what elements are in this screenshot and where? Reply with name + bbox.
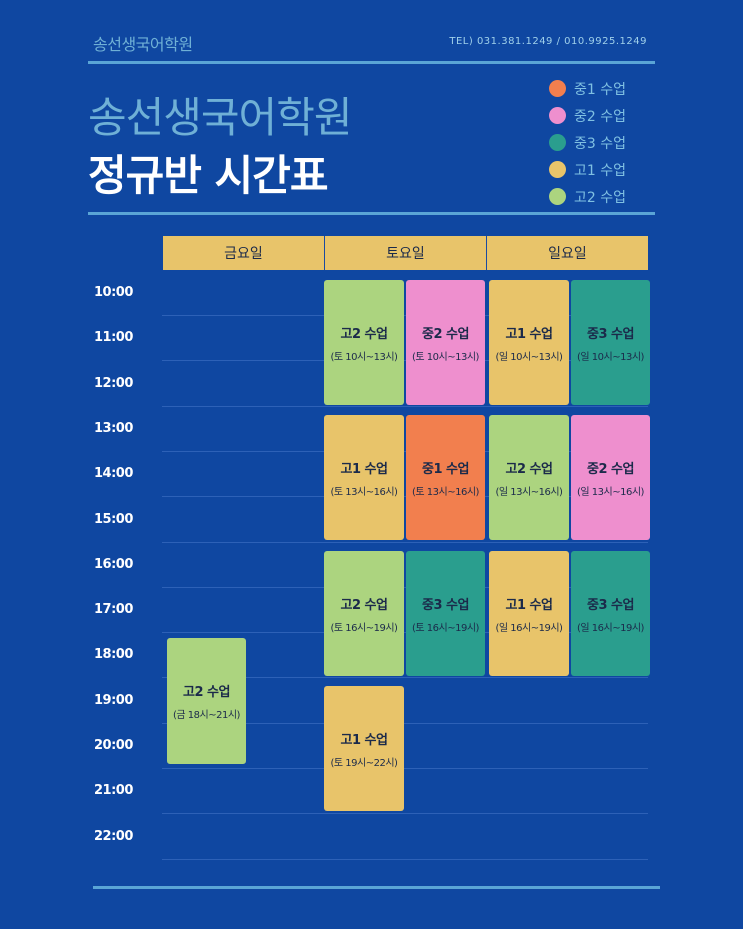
legend-dot	[549, 80, 566, 97]
class-title: 고2 수업	[340, 597, 388, 613]
class-block: 고2 수업 (토 16시~19시)	[324, 551, 404, 676]
class-time: (토 13시~16시)	[330, 486, 398, 498]
class-time: (토 19시~22시)	[330, 757, 398, 769]
time-label: 10:00	[94, 285, 133, 300]
legend-label: 중3 수업	[574, 135, 626, 152]
class-time: (금 18시~21시)	[173, 710, 240, 721]
class-time: (토 16시~19시)	[330, 622, 398, 634]
grid-line	[162, 723, 648, 724]
class-time: (일 13시~16시)	[495, 486, 563, 498]
class-block: 고1 수업 (일 10시~13시)	[489, 280, 569, 405]
class-title: 고1 수업	[505, 597, 553, 613]
class-title: 고1 수업	[340, 732, 388, 748]
class-title: 중3 수업	[422, 597, 469, 613]
class-block: 고2 수업 (토 10시~13시)	[324, 280, 404, 405]
class-block: 고1 수업 (토 19시~22시)	[324, 686, 404, 811]
legend-dot	[549, 188, 566, 205]
class-time: (토 10시~13시)	[412, 351, 479, 363]
class-time: (일 10시~13시)	[577, 351, 644, 363]
grid-line	[162, 859, 648, 860]
phone-numbers: TEL) 031.381.1249 / 010.9925.1249	[449, 36, 647, 47]
class-block: 고1 수업 (토 13시~16시)	[324, 415, 404, 540]
class-title: 중2 수업	[422, 326, 469, 342]
legend-item-m1: 중1 수업	[549, 75, 626, 102]
class-title: 중3 수업	[587, 326, 634, 342]
class-block: 고2 수업 (일 13시~16시)	[489, 415, 569, 540]
grid-line	[162, 315, 648, 316]
class-title: 고1 수업	[340, 461, 388, 477]
class-block: 고1 수업 (일 16시~19시)	[489, 551, 569, 676]
class-block: 중3 수업 (일 10시~13시)	[571, 280, 650, 405]
time-label: 19:00	[94, 693, 133, 708]
grid-line	[162, 632, 648, 633]
header-divider	[88, 212, 655, 215]
class-block: 중3 수업 (일 16시~19시)	[571, 551, 650, 676]
legend-dot	[549, 107, 566, 124]
time-label: 13:00	[94, 421, 133, 436]
grid-line	[162, 360, 648, 361]
grid-line	[162, 496, 648, 497]
legend-item-m3: 중3 수업	[549, 129, 626, 156]
grid-line	[162, 677, 648, 678]
legend-label: 고2 수업	[574, 189, 626, 206]
legend-label: 고1 수업	[574, 162, 626, 179]
legend-item-h1: 고1 수업	[549, 156, 626, 183]
time-label: 17:00	[94, 602, 133, 617]
time-label: 18:00	[94, 647, 133, 662]
class-time: (일 16시~19시)	[495, 622, 563, 634]
page-title: 송선생국어학원	[88, 93, 352, 142]
top-divider	[88, 61, 655, 64]
time-label: 22:00	[94, 829, 133, 844]
time-label: 16:00	[94, 557, 133, 572]
legend-dot	[549, 134, 566, 151]
legend: 중1 수업 중2 수업 중3 수업 고1 수업 고2 수업	[549, 75, 626, 210]
brand-small: 송선생국어학원	[93, 35, 193, 54]
class-block: 중3 수업 (토 16시~19시)	[406, 551, 485, 676]
class-time: (토 16시~19시)	[412, 622, 479, 634]
class-time: (토 10시~13시)	[330, 351, 398, 363]
day-header-fri: 금요일	[163, 236, 325, 270]
class-time: (일 13시~16시)	[577, 486, 644, 498]
class-time: (일 16시~19시)	[577, 622, 644, 634]
grid-line	[162, 587, 648, 588]
grid-line	[162, 542, 648, 543]
page-subtitle: 정규반 시간표	[88, 151, 328, 200]
time-label: 20:00	[94, 738, 133, 753]
grid-line	[162, 451, 648, 452]
class-block: 중1 수업 (토 13시~16시)	[406, 415, 485, 540]
time-label: 12:00	[94, 376, 133, 391]
time-label: 15:00	[94, 512, 133, 527]
legend-item-h2: 고2 수업	[549, 183, 626, 210]
class-time: (토 13시~16시)	[412, 486, 479, 498]
grid-line	[162, 406, 648, 407]
legend-dot	[549, 161, 566, 178]
legend-label: 중1 수업	[574, 81, 626, 98]
class-title: 고2 수업	[340, 326, 388, 342]
grid-line	[162, 768, 648, 769]
class-title: 중3 수업	[587, 597, 634, 613]
class-title: 중1 수업	[422, 461, 469, 477]
class-title: 중2 수업	[587, 461, 634, 477]
time-label: 21:00	[94, 783, 133, 798]
grid-line	[162, 813, 648, 814]
class-block: 중2 수업 (일 13시~16시)	[571, 415, 650, 540]
legend-item-m2: 중2 수업	[549, 102, 626, 129]
class-title: 고2 수업	[183, 685, 230, 700]
day-header-sat: 토요일	[325, 236, 487, 270]
day-header-sun: 일요일	[487, 236, 648, 270]
legend-label: 중2 수업	[574, 108, 626, 125]
class-block: 고2 수업 (금 18시~21시)	[167, 638, 246, 764]
time-label: 14:00	[94, 466, 133, 481]
class-title: 고1 수업	[505, 326, 553, 342]
class-title: 고2 수업	[505, 461, 553, 477]
class-time: (일 10시~13시)	[495, 351, 563, 363]
time-label: 11:00	[94, 330, 133, 345]
bottom-divider	[93, 886, 660, 889]
class-block: 중2 수업 (토 10시~13시)	[406, 280, 485, 405]
